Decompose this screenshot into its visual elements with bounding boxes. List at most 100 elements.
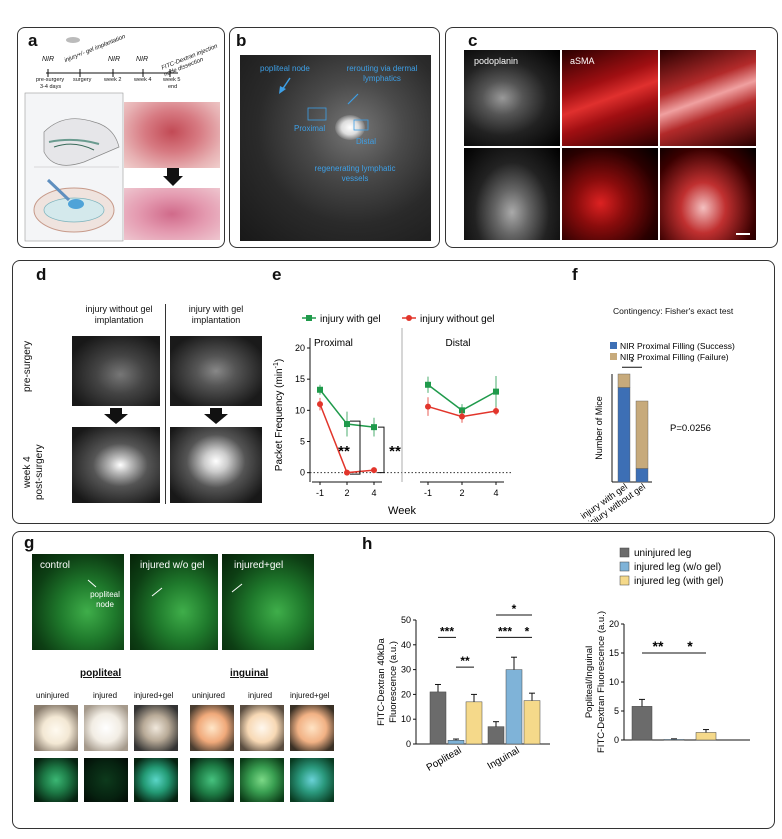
- bar-uninjured: [429, 691, 447, 745]
- nir-image: [240, 55, 431, 241]
- micrograph-podoplanin-bottom: [464, 148, 560, 240]
- panel-g-label: g: [24, 533, 35, 552]
- node-photo-6: [290, 705, 334, 751]
- y-tick-label: 5: [614, 706, 619, 716]
- annot-regenerating: regenerating lymphatic vessels: [314, 164, 396, 183]
- y-tick-label: 10: [295, 405, 305, 415]
- packet-frequency-chart: injury with gel injury without gel Proxima…: [273, 314, 512, 517]
- timeline-end: end: [168, 84, 178, 90]
- label-popliteal-node: popliteal node: [90, 590, 120, 609]
- micrograph-merge-bottom: [660, 148, 756, 240]
- category-label: Popliteal: [425, 745, 464, 774]
- bar-with-gel: [695, 732, 717, 741]
- timeline-nir-2: NIR: [108, 56, 121, 63]
- subtitle-distal: Distal: [445, 338, 470, 349]
- sig-bracket-1: [350, 420, 361, 475]
- p-value: P=0.0256: [670, 423, 711, 434]
- surgery-arrow: [163, 168, 183, 186]
- nir-pre-without-gel: [72, 336, 160, 406]
- legend-swatch-1: [619, 561, 630, 572]
- annot-rerouting: rerouting via dermal lymphatics: [346, 64, 418, 83]
- node-fluor-4: [190, 758, 234, 802]
- legend-swatch-0: [619, 547, 630, 558]
- cond-injured-2: injured: [248, 691, 273, 700]
- panel-d-row2b: post-surgery: [34, 444, 45, 500]
- node-photo-5: [240, 705, 284, 751]
- legend-without-gel: injury without gel: [420, 314, 494, 325]
- y-tick-label: 15: [295, 374, 305, 384]
- data-point-without-gel: [425, 403, 431, 410]
- sig-label-2: **: [389, 443, 401, 460]
- panel-d-label: d: [36, 265, 47, 284]
- x-tick-label: -1: [424, 488, 432, 498]
- panel-e-label: e: [272, 265, 282, 284]
- panel-h-label: h: [362, 534, 373, 553]
- panel-a-label: a: [28, 31, 38, 50]
- timeline-days: 3-4 days: [40, 84, 62, 90]
- y-axis-label: Number of Mice: [594, 396, 604, 460]
- fitc-image-control: [32, 554, 124, 650]
- panel-b: b popliteal node rerouting via dermal ly…: [229, 27, 440, 248]
- micrograph-podoplanin-top: [464, 50, 560, 146]
- group-popliteal: popliteal: [80, 668, 122, 679]
- timeline-week5: week 5: [163, 77, 181, 83]
- channel-podoplanin: podoplanin: [474, 56, 519, 66]
- sig-label: ***: [440, 624, 454, 638]
- y-tick-label: 30: [401, 665, 411, 675]
- ratio-bar-chart: uninjured leg injured leg (w/o gel) injure…: [584, 547, 750, 753]
- y-tick-label: 0: [614, 735, 619, 745]
- cond-injured-1: injured: [93, 691, 118, 700]
- bar-with-gel: [523, 700, 541, 745]
- data-point-with-gel: [425, 381, 431, 388]
- panel-d-col1: injury without gel implantation: [85, 304, 153, 325]
- group-inguinal: inguinal: [230, 668, 269, 679]
- y-tick-label: 40: [401, 640, 411, 650]
- sig-bracket-2: [378, 426, 385, 474]
- bar-failure: [635, 400, 649, 469]
- surgery-photo-bottom: [124, 188, 220, 240]
- nir-post-without-gel: [72, 427, 160, 503]
- y-tick-label: 20: [401, 689, 411, 699]
- label-injured-wo-gel: injured w/o gel: [140, 560, 205, 571]
- legend-label-1: injured leg (w/o gel): [634, 562, 721, 573]
- micrograph-merge-top: [660, 50, 756, 146]
- bar-without-gel: [505, 669, 523, 745]
- micrograph-asma-bottom: [562, 148, 658, 240]
- panel-d-col2: injury with gel implantation: [188, 304, 244, 325]
- cond-injured-gel-2: injured+gel: [290, 691, 330, 700]
- sig-label: *: [630, 357, 634, 368]
- timeline-surgery: surgery: [73, 77, 92, 83]
- panel-d-divider: [165, 304, 166, 504]
- node-photo-3: [134, 705, 178, 751]
- label-control: control: [40, 560, 71, 571]
- cond-uninjured-1: uninjured: [36, 691, 69, 700]
- annot-proximal: Proximal: [294, 124, 326, 133]
- y-tick-label: 10: [401, 714, 411, 724]
- legend-label-1: NIR Proximal Filling (Failure): [620, 352, 729, 362]
- panel-d-row1: pre-surgery: [22, 340, 33, 392]
- annot-popliteal-node: popliteal node: [260, 64, 310, 73]
- fitc-image-injured-gel: [222, 554, 314, 650]
- sig-label: *: [512, 602, 517, 616]
- data-point-with-gel: [493, 388, 499, 395]
- panel-f-title: Contingency: Fisher's exact test: [613, 306, 734, 316]
- panel-a: a NIR injury+/- gel implantation NIR NIR…: [17, 27, 225, 248]
- x-tick-label: 2: [344, 488, 349, 498]
- fitc-image-injured-wo-gel: [130, 554, 218, 650]
- data-point-with-gel: [317, 386, 323, 393]
- cond-injured-gel-1: injured+gel: [134, 691, 174, 700]
- node-fluor-3: [134, 758, 178, 802]
- legend-label-2: injured leg (with gel): [634, 576, 724, 587]
- bar-without-gel: [663, 739, 685, 741]
- panel-c-label: c: [468, 31, 478, 50]
- x-tick-label: 4: [371, 488, 376, 498]
- y-axis-label-superscript: -1: [273, 362, 280, 368]
- x-tick-label: 4: [493, 488, 498, 498]
- x-tick-label: -1: [316, 488, 324, 498]
- nir-post-with-gel: [170, 427, 262, 503]
- data-point-with-gel: [344, 421, 350, 428]
- y-tick-label: 5: [300, 436, 305, 446]
- bar-success: [635, 468, 649, 483]
- bar-uninjured: [631, 706, 653, 741]
- data-point-without-gel: [344, 469, 350, 476]
